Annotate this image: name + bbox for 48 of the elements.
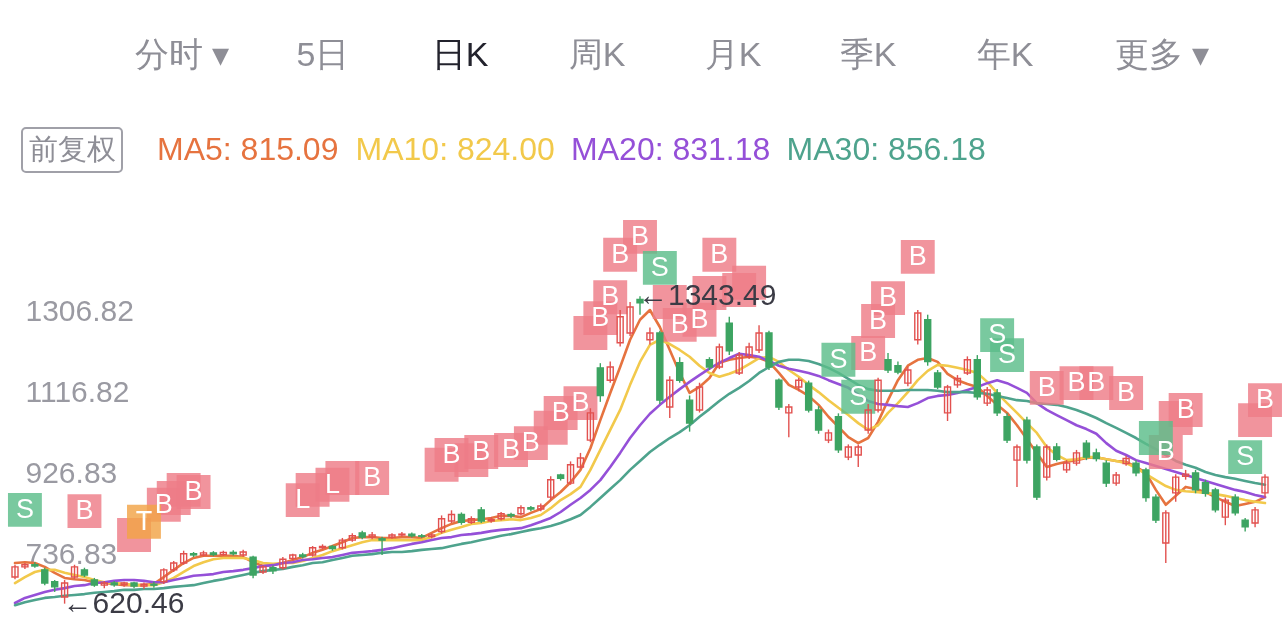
data-label: B bbox=[1037, 371, 1056, 402]
data-label: B bbox=[670, 308, 689, 339]
data-label: T bbox=[135, 505, 153, 536]
data-label: S bbox=[650, 251, 669, 282]
annotation: 5日 bbox=[296, 35, 350, 73]
data-label: B bbox=[859, 336, 878, 367]
data-label: B bbox=[472, 436, 491, 467]
data-label: S bbox=[15, 493, 34, 524]
data-label: B bbox=[1255, 384, 1275, 415]
annotation: 月K bbox=[704, 35, 762, 73]
data-label: B bbox=[611, 238, 630, 269]
data-label: B bbox=[442, 439, 461, 470]
y-tick-label: 1306.82 bbox=[25, 294, 134, 328]
data-label: B bbox=[1176, 393, 1195, 424]
data-label: B bbox=[710, 238, 729, 269]
data-label: S bbox=[849, 380, 868, 411]
y-tick-label: 1116.82 bbox=[25, 375, 130, 409]
data-label: B bbox=[908, 240, 927, 271]
annotation: 日K bbox=[431, 35, 489, 73]
data-label: S bbox=[1236, 441, 1255, 472]
annotation: 更多 ▾ bbox=[1114, 35, 1210, 73]
data-label: B bbox=[1117, 376, 1136, 407]
annotation: 前复权 bbox=[28, 133, 116, 165]
annotation: 周K bbox=[568, 35, 626, 73]
y-tick-label: 926.83 bbox=[25, 455, 118, 489]
annotation: 季K bbox=[839, 35, 897, 73]
text: MA20: 831.18 bbox=[571, 131, 771, 167]
annotation: 年K bbox=[976, 35, 1034, 73]
data-label: B bbox=[184, 476, 203, 507]
data-label: B bbox=[630, 220, 650, 251]
data-label: B bbox=[1067, 367, 1086, 398]
y-tick-label: 736.83 bbox=[25, 536, 118, 570]
annotation: 分时 ▾ bbox=[134, 35, 230, 73]
text: MA10: 824.00 bbox=[355, 131, 555, 167]
data-label: L bbox=[295, 484, 311, 515]
data-label: B bbox=[363, 461, 382, 492]
data-label: L bbox=[324, 468, 340, 499]
data-label: B bbox=[502, 433, 521, 464]
data-label: B bbox=[521, 427, 540, 458]
data-label: S bbox=[829, 343, 848, 374]
data-label: B bbox=[154, 488, 173, 519]
text: MA30: 856.18 bbox=[786, 131, 986, 167]
data-label: B bbox=[75, 495, 94, 526]
data-label: B bbox=[571, 387, 590, 418]
annotation: ←620.46 bbox=[62, 585, 185, 619]
data-label: B bbox=[551, 396, 570, 427]
data-label: B bbox=[1087, 367, 1106, 398]
text: MA5: 815.09 bbox=[157, 131, 339, 167]
